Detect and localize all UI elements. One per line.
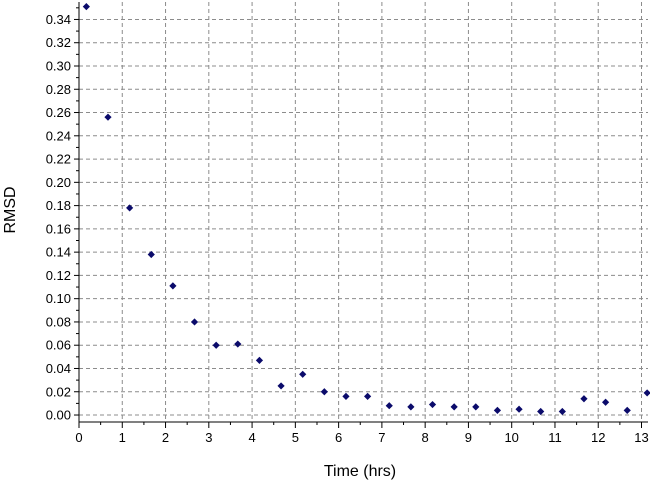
data-point — [255, 356, 264, 364]
y-tick-label: 0.32 — [46, 35, 71, 50]
y-tick-label: 0.04 — [46, 361, 71, 376]
x-axis-ticks: 0 1 2 3 4 5 6 7 8 9 10 11 12 13 — [75, 422, 649, 445]
y-tick-label: 0.00 — [46, 408, 71, 423]
x-tick-label: 0 — [75, 430, 82, 445]
y-tick-label: 0.30 — [46, 58, 71, 73]
x-tick-label: 7 — [378, 430, 385, 445]
x-tick-label: 3 — [205, 430, 212, 445]
y-tick-label: 0.10 — [46, 291, 71, 306]
data-point — [234, 340, 242, 348]
data-point — [342, 392, 350, 401]
y-tick-label: 0.02 — [46, 384, 71, 399]
y-axis-ticks: 0.00 0.02 0.04 0.06 0.08 0.10 0.12 0.14 0.16 0.18… — [46, 7, 79, 423]
x-tick-label: 11 — [548, 430, 562, 445]
data-point — [601, 398, 610, 406]
y-tick-label: 0.26 — [46, 105, 71, 120]
y-axis-label: RMSD — [2, 186, 19, 233]
data-point — [320, 388, 328, 396]
data-point — [299, 370, 307, 378]
data-point — [643, 389, 650, 397]
grid — [79, 2, 648, 422]
x-tick-label: 12 — [591, 430, 605, 445]
y-tick-label: 0.12 — [46, 268, 71, 283]
data-points — [82, 3, 650, 416]
data-point — [212, 341, 220, 349]
data-point — [104, 113, 112, 121]
data-point — [450, 403, 458, 411]
y-tick-label: 0.20 — [46, 175, 71, 190]
y-tick-label: 0.28 — [46, 82, 71, 97]
data-point — [580, 395, 588, 403]
y-tick-label: 0.16 — [46, 221, 71, 236]
y-tick-label: 0.34 — [46, 12, 71, 27]
data-point — [493, 406, 502, 414]
x-tick-label: 4 — [248, 430, 255, 445]
data-point — [385, 402, 393, 410]
data-point — [364, 392, 372, 401]
y-tick-label: 0.24 — [46, 128, 71, 143]
x-tick-label: 6 — [335, 430, 342, 445]
data-point — [169, 282, 177, 290]
data-point — [277, 382, 285, 390]
data-point — [126, 204, 134, 212]
data-point — [472, 403, 480, 411]
data-point — [82, 3, 90, 11]
y-tick-label: 0.14 — [46, 245, 71, 260]
data-point — [147, 250, 155, 259]
data-point — [623, 406, 631, 414]
data-point — [558, 407, 566, 416]
x-tick-label: 5 — [292, 430, 299, 445]
y-tick-label: 0.06 — [46, 338, 71, 353]
x-tick-label: 10 — [504, 430, 518, 445]
x-tick-label: 2 — [162, 430, 169, 445]
x-tick-label: 1 — [119, 430, 126, 445]
data-point — [407, 403, 415, 411]
y-tick-label: 0.22 — [46, 152, 71, 167]
axes — [78, 2, 648, 423]
data-point — [515, 405, 523, 413]
x-axis-label: Time (hrs) — [324, 463, 396, 480]
x-tick-label: 9 — [465, 430, 472, 445]
y-tick-label: 0.08 — [46, 314, 71, 329]
x-tick-label: 13 — [634, 430, 648, 445]
data-point — [537, 407, 545, 416]
x-tick-label: 8 — [422, 430, 429, 445]
data-point — [428, 400, 437, 409]
data-point — [190, 318, 199, 326]
y-tick-label: 0.18 — [46, 198, 71, 213]
